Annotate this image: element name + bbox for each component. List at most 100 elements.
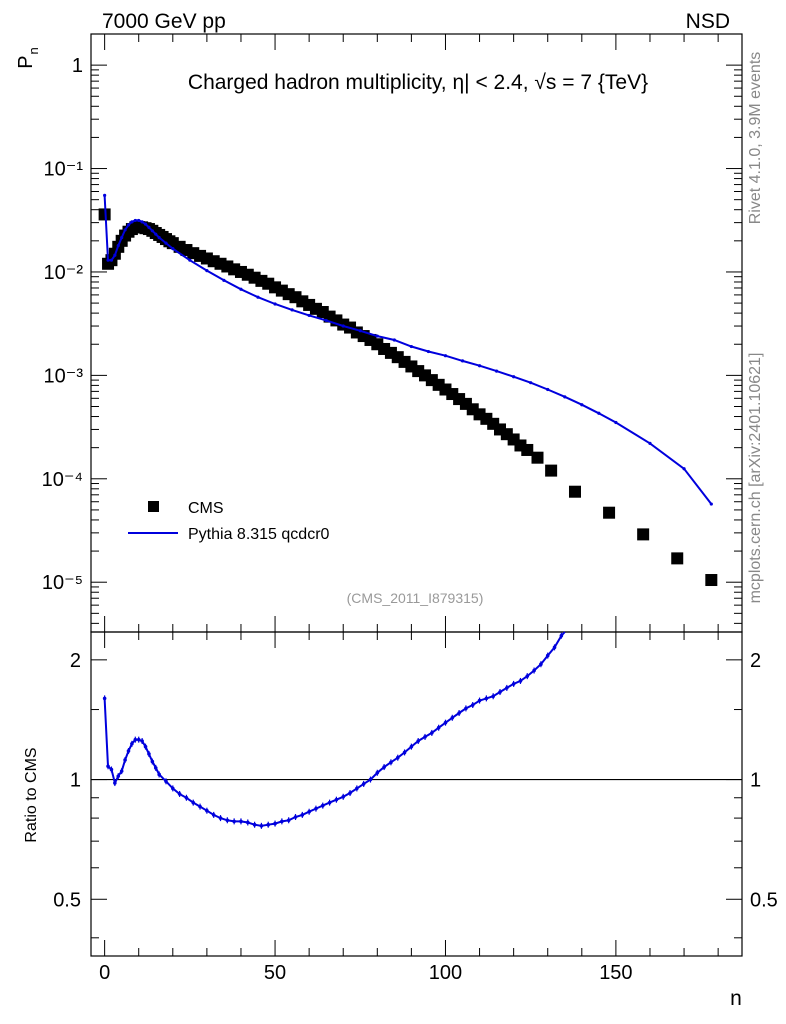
pythia-point (375, 334, 379, 338)
ratio-point (450, 715, 455, 720)
main-y-tick-label: 10⁻⁴ (42, 469, 83, 491)
ratio-point (157, 772, 161, 777)
ratio-point (136, 737, 141, 742)
ratio-point (143, 744, 148, 749)
pythia-point (494, 369, 499, 373)
x-axis-label: n (730, 987, 742, 1010)
chart-title: Charged hadron multiplicity, η| < 2.4, √… (188, 71, 648, 94)
ratio-point (198, 804, 202, 809)
ratio-point (225, 818, 230, 823)
legend: CMS Pythia 8.315 qcdcr0 (128, 500, 330, 543)
ratio-y-tick-label-right: 2 (750, 650, 761, 672)
ratio-point (518, 679, 523, 683)
ratio-point (171, 786, 175, 791)
ratio-point (102, 696, 107, 701)
pythia-point (460, 359, 465, 363)
pythia-point (358, 329, 362, 333)
pythia-point (113, 253, 117, 257)
ratio-point (130, 742, 134, 746)
ratio-point (150, 759, 155, 764)
pythia-point (140, 220, 144, 224)
header-left: 7000 GeV pp (102, 10, 226, 33)
pythia-point (392, 338, 396, 342)
ratio-point (382, 765, 386, 769)
cms-data-point (637, 528, 650, 541)
ratio-point (116, 774, 121, 778)
ratio-point (327, 800, 332, 805)
cms-data-point (207, 255, 220, 268)
pythia-point (426, 349, 431, 354)
ratio-point (341, 794, 346, 799)
ratio-point (484, 696, 489, 701)
ratio-point (211, 813, 216, 817)
pythia-point (648, 441, 652, 445)
ratio-point (205, 808, 209, 813)
pythia-point (150, 229, 154, 233)
ratio-point (511, 682, 516, 686)
pythia-point (143, 222, 148, 226)
ratio-point (184, 795, 189, 800)
rivet-label: Rivet 4.1.0, 3.9M events (747, 52, 764, 225)
main-y-tick-label: 10⁻³ (44, 365, 84, 387)
ratio-point (355, 786, 359, 791)
ratio-point (259, 824, 264, 828)
cms-data-point (705, 574, 718, 587)
ratio-series (102, 631, 566, 829)
pythia-point (123, 228, 127, 232)
ratio-point (477, 698, 482, 703)
pythia-point (443, 354, 448, 358)
pythia-point (529, 381, 533, 385)
pythia-point (477, 364, 482, 368)
ratio-point (123, 758, 127, 762)
legend-cms-label: CMS (188, 500, 224, 517)
ratio-point (368, 777, 373, 782)
ratio-point (119, 769, 124, 773)
ratio-point (532, 668, 536, 673)
x-tick-label: 0 (99, 962, 110, 984)
pythia-point (709, 502, 713, 506)
y-axis-label-main: Pn (15, 47, 41, 69)
ratio-point (113, 781, 117, 785)
pythia-point (290, 308, 294, 312)
main-y-ticks: 1 10⁻¹ 10⁻² 10⁻³ 10⁻⁴ 10⁻⁵ (42, 33, 742, 624)
ratio-point (245, 820, 250, 825)
ratio-y-ticks: 2 2 1 1 0.5 0.5 (53, 650, 778, 939)
ratio-point (334, 797, 339, 802)
ratio-point (164, 779, 168, 784)
ratio-point (409, 744, 414, 749)
x-tick-label: 100 (429, 962, 462, 984)
pythia-line (103, 195, 713, 505)
ratio-point (140, 739, 144, 743)
ratio-point (348, 791, 352, 795)
ratio-point (106, 764, 110, 769)
pythia-point (614, 420, 618, 425)
pythia-point (171, 247, 175, 251)
pythia-point (580, 403, 584, 407)
ratio-point (457, 711, 461, 715)
ratio-point (375, 770, 380, 775)
ratio-point (320, 803, 325, 808)
ratio-point (280, 819, 284, 824)
y-axis-label-subscript: n (26, 47, 41, 54)
pythia-point (682, 467, 686, 471)
ratio-point (126, 749, 131, 753)
pythia-point (341, 324, 345, 328)
ratio-point (505, 686, 509, 690)
analysis-label: (CMS_2011_I879315) (347, 590, 484, 606)
legend-cms-marker (148, 501, 159, 512)
pythia-point (157, 235, 161, 240)
ratio-point (293, 815, 298, 819)
main-y-tick-label: 1 (72, 55, 83, 77)
main-y-tick-label: 10⁻² (44, 262, 84, 284)
ratio-point (273, 821, 277, 826)
pythia-point (205, 269, 209, 273)
pythia-point (120, 235, 124, 240)
pythia-point (409, 344, 413, 349)
pythia-point (239, 287, 243, 291)
ratio-point (443, 720, 448, 725)
y-axis-label-ratio: Ratio to CMS (23, 747, 40, 842)
x-axis-ticks: 0 50 100 150 (99, 34, 719, 984)
ratio-point (423, 735, 427, 739)
legend-pythia-label: Pythia 8.315 qcdcr0 (188, 526, 330, 543)
